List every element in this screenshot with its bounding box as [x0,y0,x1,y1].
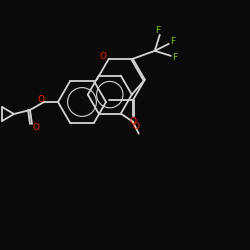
Text: F: F [155,26,160,35]
Text: F: F [172,53,177,62]
Text: F: F [170,37,175,46]
Text: O: O [99,52,106,61]
Text: O: O [38,96,44,104]
Text: O: O [132,122,139,131]
Text: O: O [32,122,40,132]
Text: O: O [129,117,136,126]
